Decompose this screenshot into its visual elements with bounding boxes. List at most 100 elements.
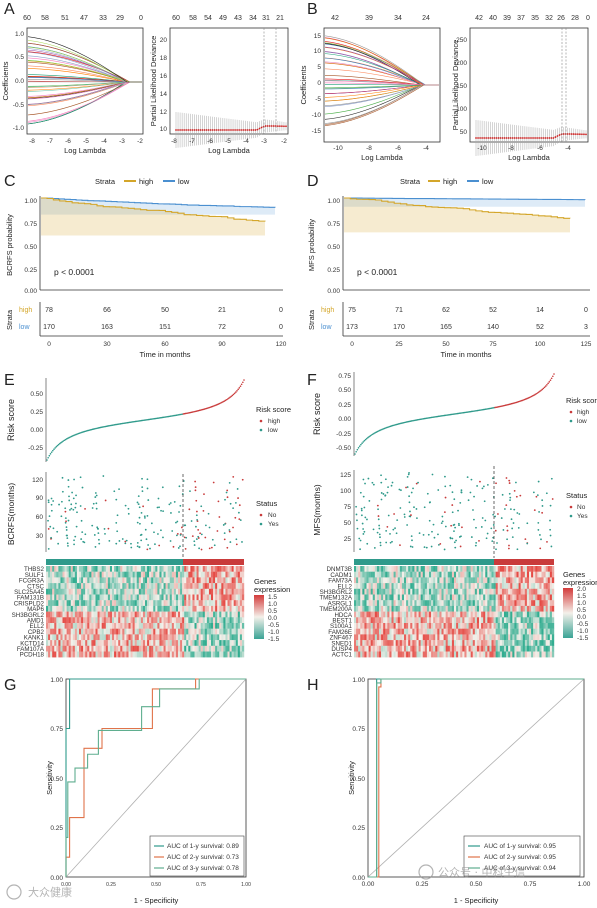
status-point xyxy=(218,516,221,518)
status-point xyxy=(142,505,145,508)
risk-point xyxy=(479,409,481,411)
heat-cell xyxy=(404,640,407,646)
heat-cell xyxy=(468,634,471,641)
status-point xyxy=(363,506,366,509)
heat-cell xyxy=(109,600,113,607)
risk-point xyxy=(64,438,67,441)
heat-cell xyxy=(391,588,394,595)
heat-cell xyxy=(454,600,457,607)
heat-cell xyxy=(431,628,434,635)
heat-cell xyxy=(462,623,465,629)
heat-cell xyxy=(510,588,513,595)
heat-cell xyxy=(456,623,459,629)
heat-cell xyxy=(537,623,540,629)
heat-cell xyxy=(180,594,183,601)
heat-cell xyxy=(219,611,222,618)
svg-text:大众健康: 大众健康 xyxy=(28,885,72,899)
heat-cell xyxy=(103,594,107,601)
heat-cell xyxy=(206,566,210,572)
y-tick: 0.25 xyxy=(352,825,365,832)
heat-cell xyxy=(466,588,469,595)
heat-cell xyxy=(372,645,376,652)
heat-cell xyxy=(221,588,224,595)
heat-cell xyxy=(186,594,189,601)
heat-cell xyxy=(549,605,553,612)
heat-cell xyxy=(541,594,544,601)
heat-cell xyxy=(198,634,201,641)
heat-cell xyxy=(429,651,432,658)
top-tick: 33 xyxy=(99,15,107,22)
heat-cell xyxy=(524,611,528,618)
cv-point xyxy=(479,137,481,139)
heat-cell xyxy=(116,605,119,612)
heat-cell xyxy=(472,577,476,584)
heat-cell xyxy=(138,577,142,584)
heat-cell xyxy=(529,605,532,612)
risk-high-n: 0 xyxy=(279,307,283,314)
status-point xyxy=(481,517,484,519)
heat-cell xyxy=(533,640,536,646)
heat-cell xyxy=(520,583,523,589)
status-point xyxy=(428,501,431,504)
status-point xyxy=(359,491,362,494)
gene-labels: THBS2SULF1FCGR3ACTSCSLC25A45FAM131BCRISP… xyxy=(12,566,45,659)
status-point xyxy=(459,545,462,548)
heat-cell xyxy=(447,645,451,652)
heat-cell xyxy=(157,628,160,635)
heat-cell xyxy=(215,645,218,652)
heat-cell xyxy=(120,594,123,601)
heat-cell xyxy=(431,645,434,652)
heat-cell xyxy=(138,594,142,601)
heat-cell xyxy=(468,645,471,652)
heat-cell xyxy=(178,577,181,584)
heat-cell xyxy=(383,640,386,646)
heat-cell xyxy=(101,605,104,612)
status-point xyxy=(188,508,191,511)
heat-cell xyxy=(182,634,185,641)
status-point xyxy=(204,524,207,527)
heat-cell xyxy=(468,651,471,658)
heat-cell xyxy=(155,577,158,584)
auc-2y: AUC of 2-y survival: 0.95 xyxy=(484,854,556,861)
heat-cell xyxy=(142,645,146,652)
status-point xyxy=(367,477,370,480)
heat-cell xyxy=(221,645,224,652)
heat-cell xyxy=(447,623,451,629)
heat-cell xyxy=(379,617,382,624)
heat-cell xyxy=(206,583,210,589)
heat-cell xyxy=(518,634,521,641)
heat-cell xyxy=(204,628,208,635)
heat-cell xyxy=(408,605,411,612)
heat-cell xyxy=(479,588,482,595)
heat-cell xyxy=(429,634,432,641)
heat-cell xyxy=(466,600,469,607)
cv-point xyxy=(250,129,253,131)
heat-cell xyxy=(46,594,49,601)
gene-label: MAP6 xyxy=(27,606,44,613)
heat-cell xyxy=(182,566,185,572)
heat-cell xyxy=(524,605,528,612)
status-point xyxy=(67,519,70,522)
heat-cell xyxy=(147,577,150,584)
heat-cell xyxy=(376,628,380,635)
heat-tick: -1.0 xyxy=(577,628,589,635)
heat-cell xyxy=(54,640,57,646)
heat-cell xyxy=(231,623,234,629)
heat-cell xyxy=(149,571,152,578)
heat-cell xyxy=(221,651,224,658)
heat-cell xyxy=(501,583,505,589)
heat-cell xyxy=(136,600,140,607)
heat-cell xyxy=(202,566,206,572)
heat-cell xyxy=(497,623,501,629)
cv-point xyxy=(252,129,255,131)
heat-cell xyxy=(241,605,245,612)
y-tick: 200 xyxy=(456,60,467,67)
cv-point xyxy=(523,137,526,139)
heat-cell xyxy=(157,645,160,652)
heat-cell xyxy=(539,634,542,641)
status-point xyxy=(437,489,440,491)
heat-cell xyxy=(368,651,371,658)
gene-heatmap xyxy=(354,566,555,658)
heat-cell xyxy=(136,566,140,572)
heat-cell xyxy=(408,640,411,646)
